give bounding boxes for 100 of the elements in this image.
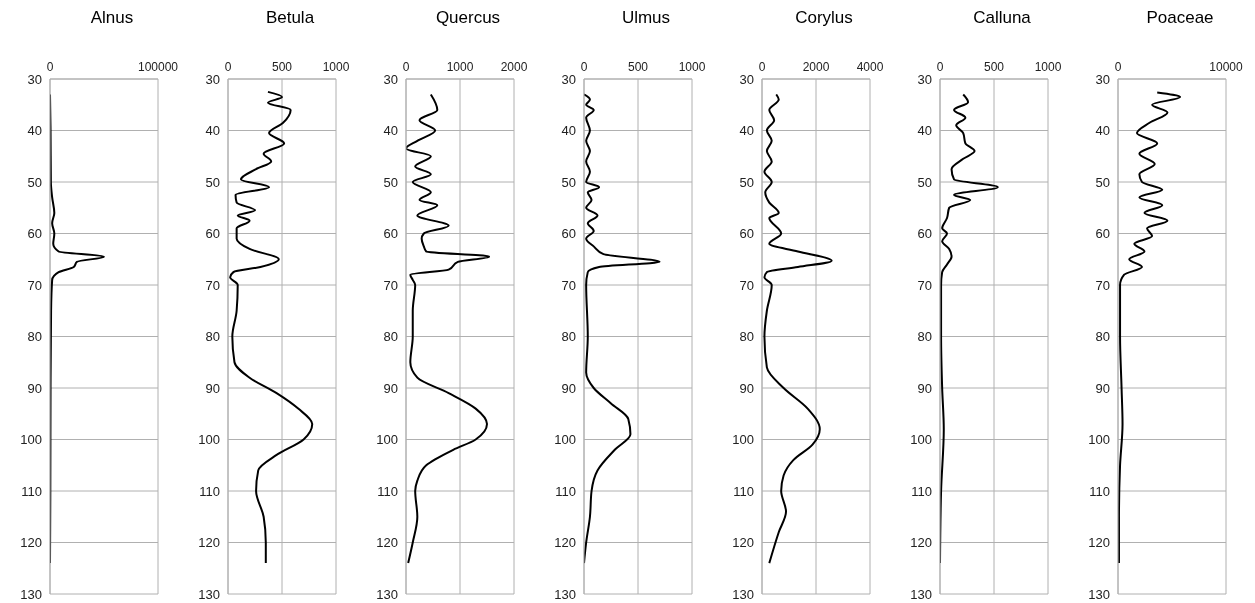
y-tick-label: 40 xyxy=(205,123,220,139)
y-tick-label: 120 xyxy=(910,535,932,551)
y-tick-label: 80 xyxy=(917,329,932,345)
y-tick-label: 90 xyxy=(739,380,754,396)
y-tick-label: 130 xyxy=(198,586,220,602)
y-tick-label: 100 xyxy=(376,432,398,448)
y-tick-label: 120 xyxy=(1088,535,1110,551)
y-tick-label: 130 xyxy=(1088,586,1110,602)
y-tick-label: 50 xyxy=(205,174,220,190)
x-tick-label: 1000 xyxy=(446,60,474,74)
chart-title: Poaceae xyxy=(1145,8,1215,29)
x-tick-label: 100000 xyxy=(137,60,179,74)
x-tick-label: 1000 xyxy=(678,60,706,74)
y-tick-label: 100 xyxy=(198,432,220,448)
y-tick-label: 60 xyxy=(561,226,576,242)
y-tick-label: 30 xyxy=(383,71,398,87)
y-tick-label: 50 xyxy=(739,174,754,190)
x-tick-label: 0 xyxy=(46,60,54,74)
y-tick-label: 40 xyxy=(561,123,576,139)
y-tick-label: 90 xyxy=(1095,380,1110,396)
y-tick-label: 50 xyxy=(1095,174,1110,190)
y-tick-label: 40 xyxy=(1095,123,1110,139)
y-tick-label: 80 xyxy=(27,329,42,345)
y-tick-label: 90 xyxy=(205,380,220,396)
chart-title: Corylus xyxy=(794,8,854,29)
line-series xyxy=(1118,91,1182,565)
y-tick-label: 100 xyxy=(1088,432,1110,448)
y-tick-label: 90 xyxy=(27,380,42,396)
y-tick-label: 80 xyxy=(1095,329,1110,345)
y-tick-label: 130 xyxy=(20,586,42,602)
x-tick-label: 0 xyxy=(758,60,766,74)
y-tick-label: 80 xyxy=(739,329,754,345)
y-tick-label: 30 xyxy=(561,71,576,87)
y-tick-label: 70 xyxy=(205,277,220,293)
y-tick-label: 120 xyxy=(20,535,42,551)
x-tick-label: 0 xyxy=(224,60,232,74)
line-series xyxy=(763,93,833,565)
y-tick-label: 50 xyxy=(27,174,42,190)
y-tick-label: 120 xyxy=(554,535,576,551)
y-tick-label: 110 xyxy=(377,483,398,499)
x-tick-label: 0 xyxy=(1114,60,1122,74)
y-tick-label: 70 xyxy=(561,277,576,293)
y-tick-label: 110 xyxy=(21,483,42,499)
chart-title: Quercus xyxy=(434,8,502,29)
y-tick-label: 80 xyxy=(383,329,398,345)
y-tick-label: 30 xyxy=(917,71,932,87)
y-tick-label: 100 xyxy=(20,432,42,448)
y-tick-label: 70 xyxy=(917,277,932,293)
y-tick-label: 100 xyxy=(554,432,576,448)
line-series xyxy=(229,90,314,565)
y-tick-label: 70 xyxy=(1095,277,1110,293)
chart-title: Betula xyxy=(264,8,316,29)
y-tick-label: 50 xyxy=(561,174,576,190)
x-tick-label: 1000 xyxy=(1034,60,1062,74)
y-tick-label: 40 xyxy=(383,123,398,139)
y-tick-label: 80 xyxy=(561,329,576,345)
x-tick-label: 4000 xyxy=(856,60,884,74)
y-tick-label: 60 xyxy=(27,226,42,242)
y-tick-label: 120 xyxy=(198,535,220,551)
x-tick-label: 500 xyxy=(271,60,293,74)
y-tick-label: 30 xyxy=(739,71,754,87)
y-tick-label: 130 xyxy=(910,586,932,602)
y-tick-label: 100 xyxy=(910,432,932,448)
y-tick-label: 40 xyxy=(739,123,754,139)
y-tick-label: 60 xyxy=(1095,226,1110,242)
y-tick-label: 130 xyxy=(732,586,754,602)
y-tick-label: 60 xyxy=(205,226,220,242)
y-tick-label: 70 xyxy=(27,277,42,293)
y-tick-label: 40 xyxy=(27,123,42,139)
y-tick-label: 110 xyxy=(733,483,754,499)
y-tick-label: 60 xyxy=(383,226,398,242)
y-tick-label: 50 xyxy=(383,174,398,190)
chart-title: Calluna xyxy=(972,8,1032,29)
y-tick-label: 30 xyxy=(27,71,42,87)
chart-title: Ulmus xyxy=(620,8,672,29)
x-tick-label: 0 xyxy=(402,60,410,74)
y-tick-label: 110 xyxy=(555,483,576,499)
x-tick-label: 500 xyxy=(627,60,649,74)
y-tick-label: 110 xyxy=(199,483,220,499)
y-tick-label: 80 xyxy=(205,329,220,345)
y-tick-label: 90 xyxy=(561,380,576,396)
y-tick-label: 60 xyxy=(917,226,932,242)
x-tick-label: 2000 xyxy=(500,60,528,74)
y-tick-label: 100 xyxy=(732,432,754,448)
y-tick-label: 70 xyxy=(383,277,398,293)
y-tick-label: 30 xyxy=(205,71,220,87)
y-tick-label: 110 xyxy=(1089,483,1110,499)
y-tick-label: 90 xyxy=(917,380,932,396)
x-tick-label: 500 xyxy=(983,60,1005,74)
y-tick-label: 130 xyxy=(554,586,576,602)
y-tick-label: 110 xyxy=(911,483,932,499)
line-series xyxy=(406,93,491,565)
x-tick-label: 0 xyxy=(580,60,588,74)
y-tick-label: 90 xyxy=(383,380,398,396)
y-tick-label: 30 xyxy=(1095,71,1110,87)
y-tick-label: 130 xyxy=(376,586,398,602)
y-tick-label: 40 xyxy=(917,123,932,139)
y-tick-label: 60 xyxy=(739,226,754,242)
y-tick-label: 70 xyxy=(739,277,754,293)
y-tick-label: 120 xyxy=(732,535,754,551)
